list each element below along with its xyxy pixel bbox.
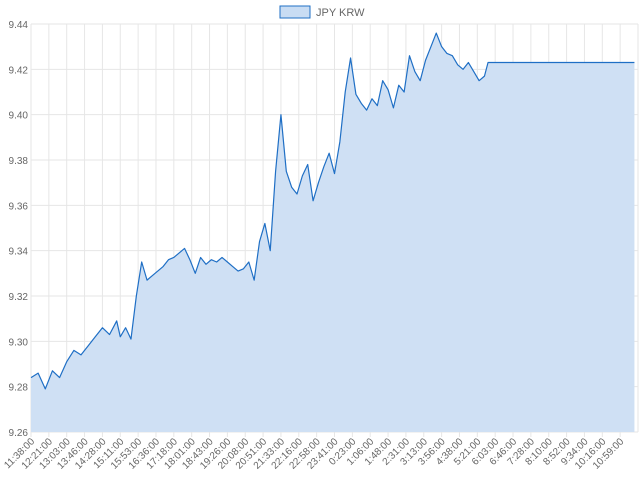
y-tick-label: 9.36 (9, 201, 29, 212)
y-tick-label: 9.30 (9, 337, 29, 348)
legend-swatch (279, 5, 311, 19)
series-area (31, 33, 635, 432)
y-tick-label: 9.44 (9, 20, 29, 31)
y-tick-label: 9.28 (9, 383, 29, 394)
legend-label: JPY KRW (316, 7, 365, 19)
y-tick-label: 9.42 (9, 65, 29, 76)
y-tick-label: 9.34 (9, 247, 29, 258)
series-line (30, 32, 635, 390)
y-tick-label: 9.26 (9, 428, 29, 439)
y-tick-label: 9.38 (9, 156, 29, 167)
y-tick-label: 9.40 (9, 111, 29, 122)
y-tick-label: 9.32 (9, 292, 29, 303)
legend[interactable]: JPY KRW (279, 5, 365, 19)
series-layer (30, 32, 635, 432)
